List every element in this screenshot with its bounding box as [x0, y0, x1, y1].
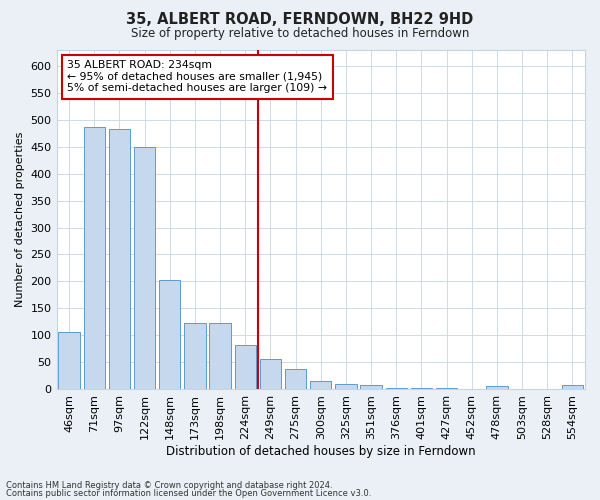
Bar: [386, 388, 407, 389]
Text: 35, ALBERT ROAD, FERNDOWN, BH22 9HD: 35, ALBERT ROAD, FERNDOWN, BH22 9HD: [127, 12, 473, 28]
Bar: [486, 386, 508, 389]
Bar: [159, 280, 181, 389]
Text: 35 ALBERT ROAD: 234sqm
← 95% of detached houses are smaller (1,945)
5% of semi-d: 35 ALBERT ROAD: 234sqm ← 95% of detached…: [67, 60, 327, 94]
Bar: [436, 388, 457, 389]
Bar: [209, 324, 231, 389]
Bar: [310, 381, 331, 389]
Bar: [562, 385, 583, 389]
Bar: [184, 324, 206, 389]
Bar: [285, 368, 307, 389]
Bar: [83, 127, 105, 389]
Text: Contains HM Land Registry data © Crown copyright and database right 2024.: Contains HM Land Registry data © Crown c…: [6, 480, 332, 490]
Bar: [361, 384, 382, 389]
X-axis label: Distribution of detached houses by size in Ferndown: Distribution of detached houses by size …: [166, 444, 476, 458]
Text: Size of property relative to detached houses in Ferndown: Size of property relative to detached ho…: [131, 28, 469, 40]
Bar: [260, 360, 281, 389]
Bar: [335, 384, 356, 389]
Y-axis label: Number of detached properties: Number of detached properties: [15, 132, 25, 307]
Bar: [134, 147, 155, 389]
Bar: [235, 345, 256, 389]
Text: Contains public sector information licensed under the Open Government Licence v3: Contains public sector information licen…: [6, 489, 371, 498]
Bar: [109, 128, 130, 389]
Bar: [411, 388, 432, 389]
Bar: [58, 332, 80, 389]
